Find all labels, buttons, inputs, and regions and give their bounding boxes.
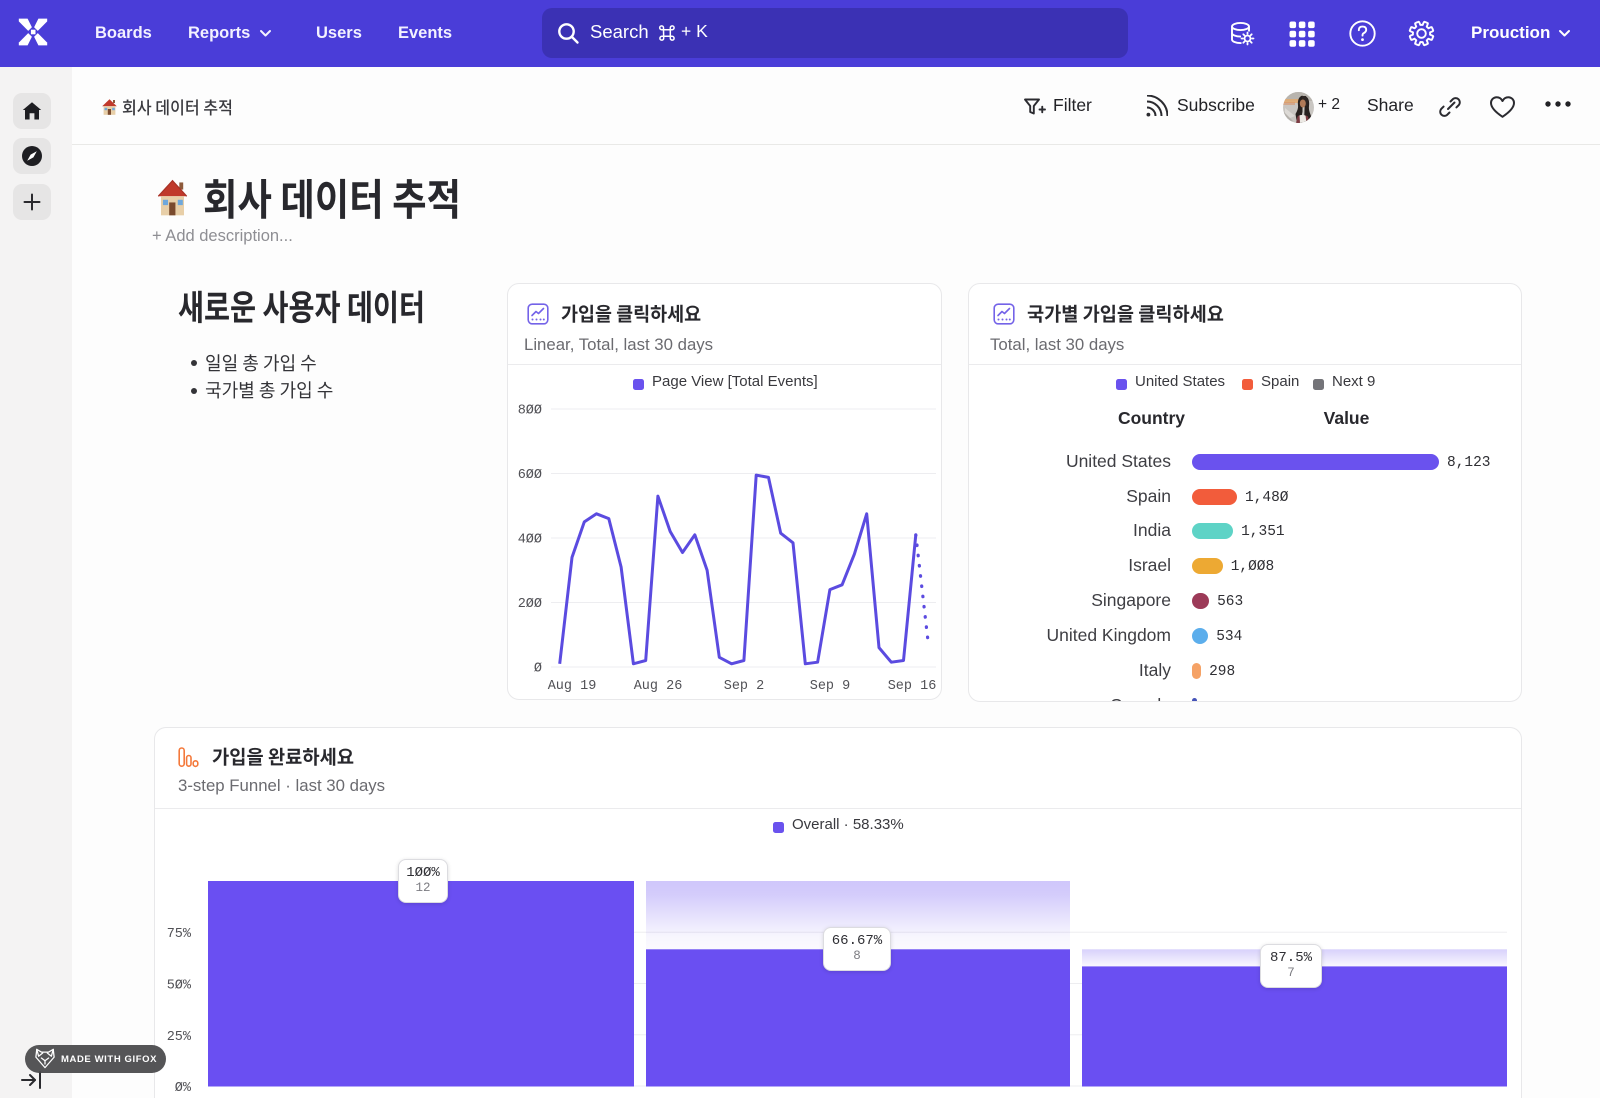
- svg-text:Sep 9: Sep 9: [810, 679, 851, 694]
- svg-text:Sep 2: Sep 2: [724, 679, 765, 694]
- svg-text:25%: 25%: [167, 1030, 192, 1045]
- svg-text:4ØØ: 4ØØ: [518, 533, 542, 548]
- svg-text:75%: 75%: [167, 927, 192, 942]
- svg-text:8ØØ: 8ØØ: [518, 404, 542, 419]
- svg-text:Aug 19: Aug 19: [548, 679, 597, 694]
- svg-text:2ØØ: 2ØØ: [518, 597, 542, 612]
- svg-text:Ø%: Ø%: [175, 1081, 192, 1096]
- svg-text:6ØØ: 6ØØ: [518, 468, 542, 483]
- svg-text:5Ø%: 5Ø%: [167, 979, 192, 994]
- svg-text:Ø: Ø: [534, 662, 542, 677]
- svg-text:Aug 26: Aug 26: [634, 679, 683, 694]
- svg-text:Sep 16: Sep 16: [888, 679, 937, 694]
